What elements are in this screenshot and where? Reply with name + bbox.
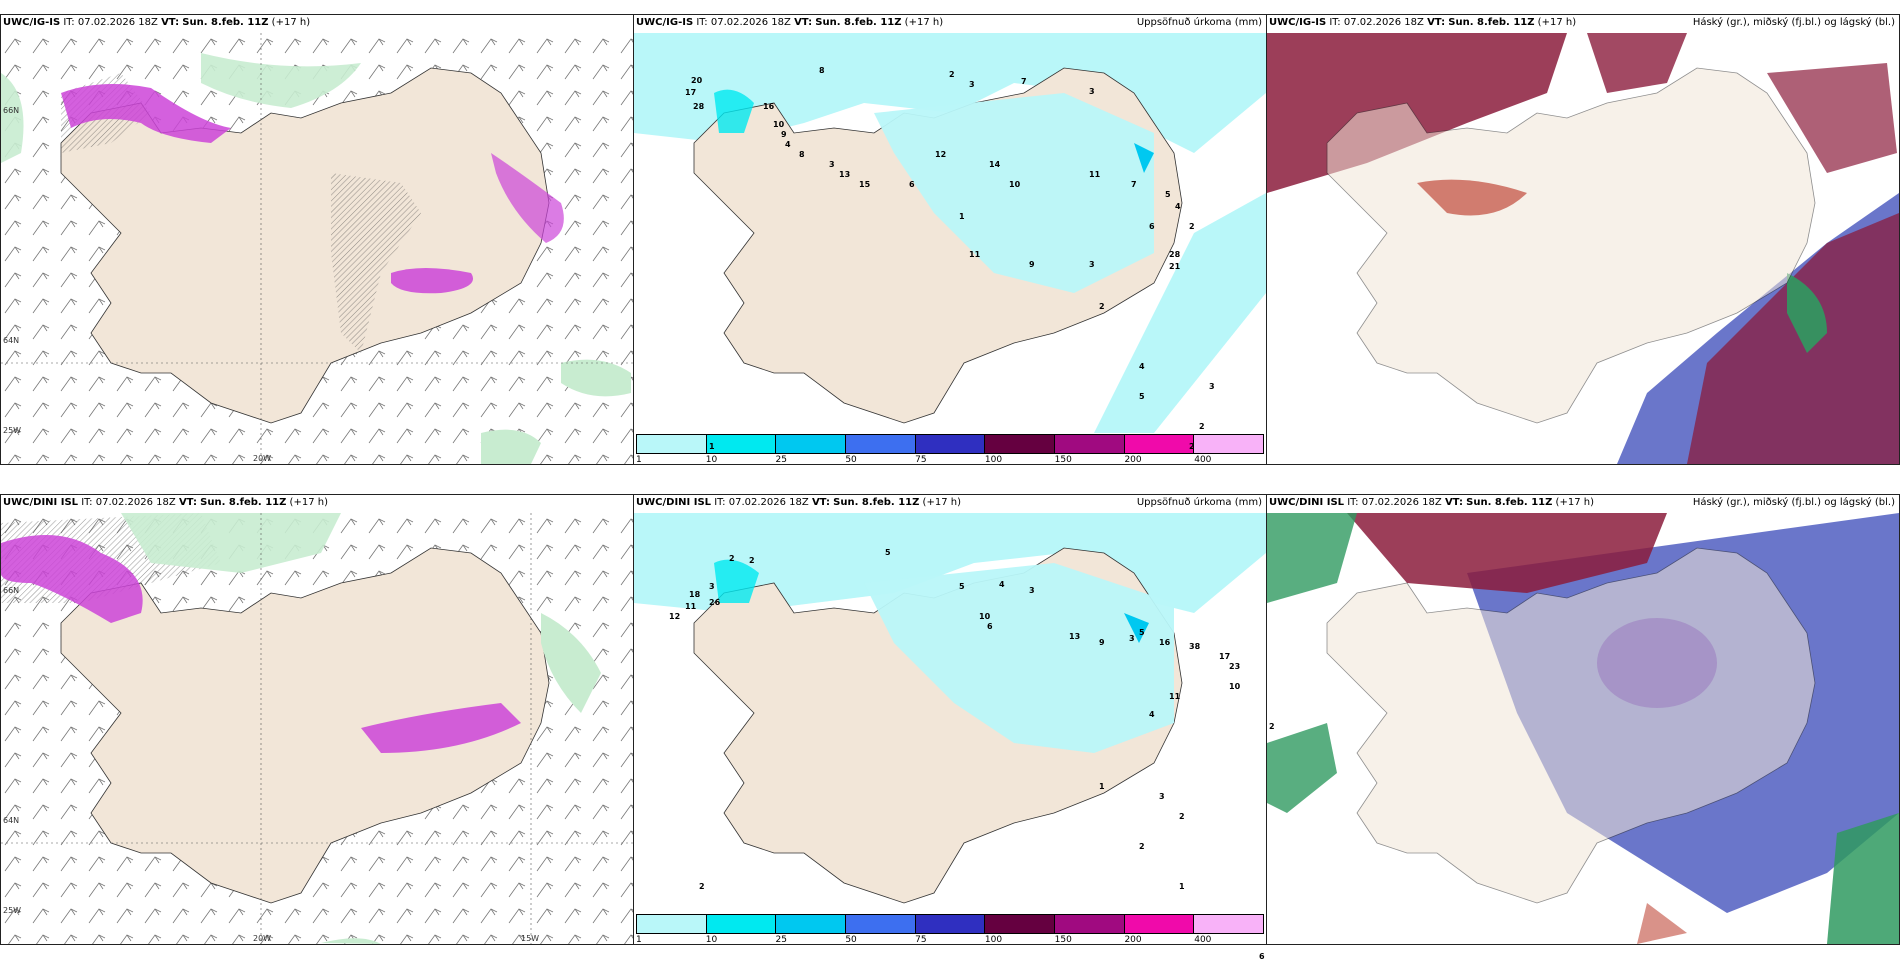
colorbar-swatch xyxy=(846,915,916,933)
map-clouds-svg xyxy=(1267,513,1899,944)
map-wind-snow: 20W 15W 66N 64N 25W xyxy=(1,513,633,944)
precip-value-label: 6 xyxy=(1259,952,1265,961)
lat-label: 64N xyxy=(3,336,19,345)
colorbar-label: 400 xyxy=(1194,935,1212,945)
lat-label: 66N xyxy=(3,586,19,595)
panel-right-title: Háský (gr.), miðský (fj.bl.) og lágský (… xyxy=(1692,17,1895,28)
colorbar-label: 50 xyxy=(845,455,857,465)
map-clouds xyxy=(1267,513,1899,944)
colorbar-swatch xyxy=(706,915,777,933)
colorbar-swatch xyxy=(706,435,777,453)
colorbar-label: 200 xyxy=(1124,455,1142,465)
snow-band-1 xyxy=(61,84,231,143)
lat-label: 66N xyxy=(3,106,19,115)
colorbar-swatch xyxy=(915,435,986,453)
colorbar-label: 1 xyxy=(636,935,642,945)
colorbar-swatch xyxy=(915,915,986,933)
panel-igis-precip: UWC/IG-IS IT: 07.02.2026 18Z VT: Sun. 8.… xyxy=(633,14,1267,465)
colorbar-label: 200 xyxy=(1124,935,1142,945)
map-precip xyxy=(634,513,1266,913)
panel-igis-clouds: UWC/IG-IS IT: 07.02.2026 18Z VT: Sun. 8.… xyxy=(1266,14,1900,465)
panel-title: UWC/IG-IS IT: 07.02.2026 18Z VT: Sun. 8.… xyxy=(1269,17,1577,28)
colorbar-swatch xyxy=(985,435,1056,453)
snow-band-2 xyxy=(391,268,473,294)
lon-label: 15W xyxy=(521,934,539,943)
iceland-land xyxy=(1326,67,1816,424)
map-wind-snow: 20W 66N 64N 25W xyxy=(1,33,633,464)
panel-right-title: Uppsöfnuð úrkoma (mm) xyxy=(1136,497,1262,508)
colorbar-swatch xyxy=(1055,915,1125,933)
panel-dini-precip: UWC/DINI ISL IT: 07.02.2026 18Z VT: Sun.… xyxy=(633,494,1267,945)
colorbar-label: 75 xyxy=(915,935,927,945)
snow-band-1 xyxy=(1,535,143,623)
map-precip xyxy=(634,33,1266,433)
lat-label: 25W xyxy=(3,906,21,915)
lat-label: 25W xyxy=(3,426,21,435)
panel-igis-wind-snow: UWC/IG-IS IT: 07.02.2026 18Z VT: Sun. 8.… xyxy=(0,14,634,465)
colorbar-swatch xyxy=(846,435,916,453)
panel-right-title: Uppsöfnuð úrkoma (mm) xyxy=(1136,17,1262,28)
panel-title: UWC/DINI ISL IT: 07.02.2026 18Z VT: Sun.… xyxy=(1269,497,1594,508)
map-clouds xyxy=(1267,33,1899,464)
colorbar-swatch xyxy=(985,915,1056,933)
colorbar-label: 10 xyxy=(705,935,718,945)
snow-band-2 xyxy=(361,703,521,753)
map-wind-snow-svg: 20W 66N 64N 25W xyxy=(1,33,633,464)
map-precip-svg xyxy=(634,33,1266,433)
colorbar-swatch xyxy=(637,915,707,933)
colorbar-swatch xyxy=(1055,435,1125,453)
panel-title: UWC/IG-IS IT: 07.02.2026 18Z VT: Sun. 8.… xyxy=(636,17,944,28)
precip-colorbar: 1 10 25 50 75 100 150 200 400 xyxy=(636,914,1264,944)
colorbar-swatch xyxy=(776,915,847,933)
lat-label: 64N xyxy=(3,816,19,825)
colorbar-label: 100 xyxy=(984,935,1003,945)
colorbar-label: 50 xyxy=(845,935,857,945)
lon-label: 20W xyxy=(253,934,271,943)
colorbar-label: 400 xyxy=(1194,455,1212,465)
colorbar-label: 25 xyxy=(775,455,787,465)
panel-title: UWC/DINI ISL IT: 07.02.2026 18Z VT: Sun.… xyxy=(3,497,328,508)
map-precip-svg xyxy=(634,513,1266,913)
precip-colorbar: 1 10 25 50 75 100 150 200 400 xyxy=(636,434,1264,464)
colorbar-label: 25 xyxy=(775,935,787,945)
colorbar-swatch xyxy=(1124,435,1195,453)
colorbar-label: 1 xyxy=(636,455,642,465)
colorbar-label: 150 xyxy=(1054,455,1072,465)
panel-title: UWC/DINI ISL IT: 07.02.2026 18Z VT: Sun.… xyxy=(636,497,961,508)
map-wind-snow-svg: 20W 15W 66N 64N 25W xyxy=(1,513,633,944)
panel-dini-clouds: UWC/DINI ISL IT: 07.02.2026 18Z VT: Sun.… xyxy=(1266,494,1900,945)
colorbar-label: 10 xyxy=(705,455,718,465)
colorbar-swatch xyxy=(637,435,707,453)
colorbar-label: 75 xyxy=(915,455,927,465)
lon-label: 20W xyxy=(253,454,271,463)
panel-title: UWC/IG-IS IT: 07.02.2026 18Z VT: Sun. 8.… xyxy=(3,17,311,28)
map-clouds-svg xyxy=(1267,33,1899,464)
colorbar-swatch xyxy=(1124,915,1195,933)
colorbar-label: 150 xyxy=(1054,935,1072,945)
colorbar-swatch xyxy=(1194,435,1264,453)
colorbar-label: 100 xyxy=(984,455,1003,465)
colorbar-swatch xyxy=(776,435,847,453)
panel-right-title: Háský (gr.), miðský (fj.bl.) og lágský (… xyxy=(1692,497,1895,508)
panel-dini-wind-snow: UWC/DINI ISL IT: 07.02.2026 18Z VT: Sun.… xyxy=(0,494,634,945)
colorbar-swatch xyxy=(1194,915,1264,933)
